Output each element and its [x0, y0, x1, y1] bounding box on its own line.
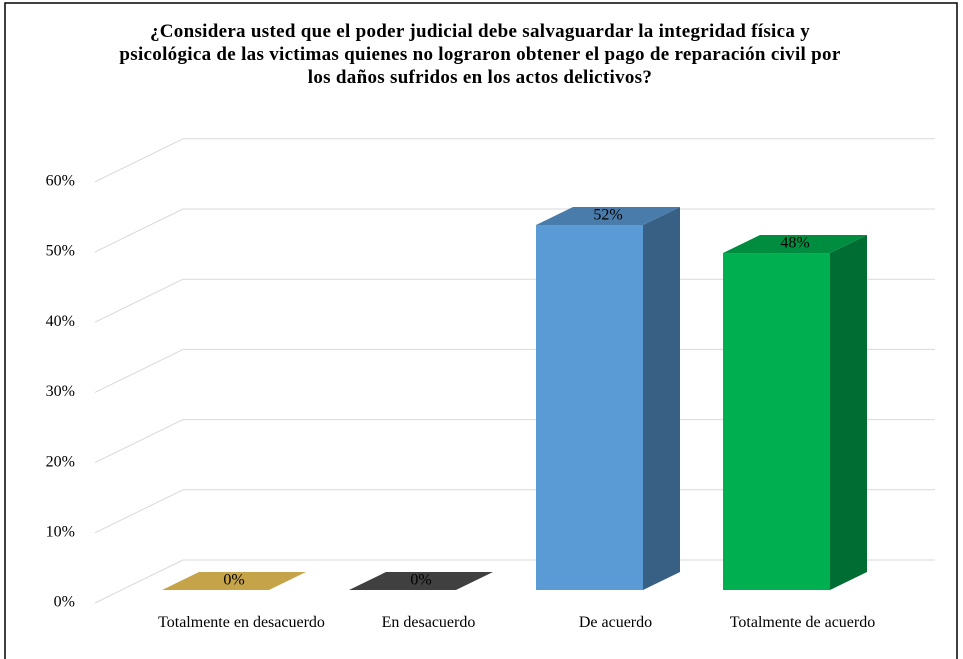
bar-side [643, 206, 680, 590]
grid-line-depth [94, 208, 184, 253]
bar-front [723, 253, 830, 591]
data-label: 0% [410, 572, 431, 589]
y-tick-label: 60% [46, 172, 75, 189]
y-tick-label: 10% [46, 523, 75, 540]
bar-front [536, 224, 643, 590]
x-tick-label: De acuerdo [578, 614, 653, 631]
bar-top [349, 572, 493, 590]
y-tick-label: 50% [46, 243, 75, 260]
y-tick-label: 40% [46, 313, 75, 330]
data-label: 52% [593, 207, 622, 224]
grid-line-depth [94, 348, 184, 393]
grid-line-depth [94, 489, 184, 534]
data-label: 0% [223, 572, 244, 589]
grid-line-depth [94, 419, 184, 464]
bar-top [723, 235, 867, 254]
y-tick-label: 0% [54, 594, 75, 611]
y-tick-label: 30% [46, 383, 75, 400]
bar-top [536, 206, 680, 225]
y-tick-label: 20% [46, 453, 75, 470]
x-tick-label: Totalmente en desacuerdo [158, 614, 325, 631]
bar-side [830, 235, 867, 591]
frame-border [4, 2, 958, 659]
grid-line-depth [94, 278, 184, 323]
data-label: 48% [780, 235, 809, 252]
grid-line-depth [94, 559, 184, 604]
x-tick-label: Totalmente de acuerdo [729, 614, 876, 631]
chart-title: ¿Considera usted que el poder judicial d… [119, 21, 841, 88]
x-tick-label: En desacuerdo [381, 614, 476, 631]
bar-top [162, 572, 306, 590]
grid-line-depth [94, 138, 184, 183]
